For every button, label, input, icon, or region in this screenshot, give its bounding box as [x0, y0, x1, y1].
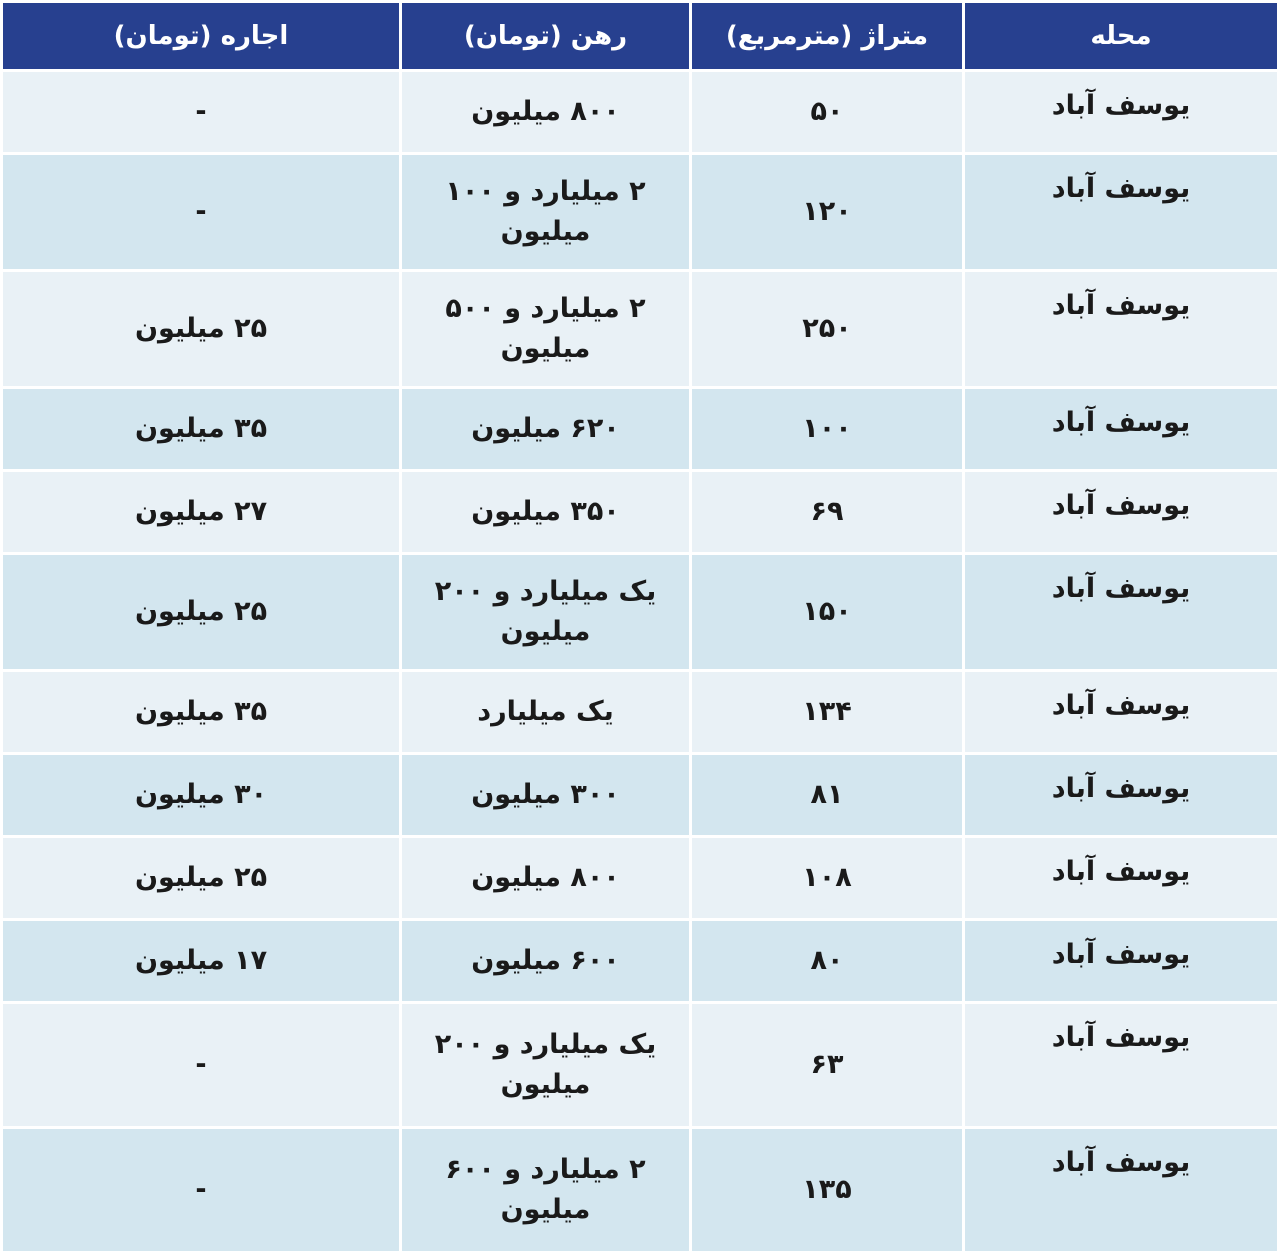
cell-area: یوسف آباد	[965, 555, 1277, 669]
header-area: محله	[965, 3, 1277, 69]
cell-deposit: ۲ میلیارد و ۱۰۰ میلیون	[402, 155, 689, 269]
cell-size: ۱۵۰	[692, 555, 962, 669]
table-row: یوسف آباد ۸۰ ۶۰۰ میلیون ۱۷ میلیون	[3, 921, 1277, 1001]
cell-size: ۶۹	[692, 472, 962, 552]
cell-deposit: ۲ میلیارد و ۶۰۰ میلیون	[402, 1129, 689, 1251]
cell-rent: ۳۰ میلیون	[3, 755, 399, 835]
cell-size: ۵۰	[692, 72, 962, 152]
cell-area: یوسف آباد	[965, 389, 1277, 469]
table-row: یوسف آباد ۲۵۰ ۲ میلیارد و ۵۰۰ میلیون ۲۵ میل…	[3, 272, 1277, 386]
cell-rent: ۲۵ میلیون	[3, 272, 399, 386]
table-row: یوسف آباد ۱۲۰ ۲ میلیارد و ۱۰۰ میلیون -	[3, 155, 1277, 269]
cell-deposit: ۲ میلیارد و ۵۰۰ میلیون	[402, 272, 689, 386]
cell-deposit: ۳۰۰ میلیون	[402, 755, 689, 835]
cell-deposit: ۶۲۰ میلیون	[402, 389, 689, 469]
cell-area: یوسف آباد	[965, 72, 1277, 152]
cell-rent: ۲۵ میلیون	[3, 838, 399, 918]
cell-deposit: ۳۵۰ میلیون	[402, 472, 689, 552]
cell-deposit: ۸۰۰ میلیون	[402, 72, 689, 152]
cell-size: ۸۰	[692, 921, 962, 1001]
cell-size: ۱۲۰	[692, 155, 962, 269]
cell-rent: ۳۵ میلیون	[3, 389, 399, 469]
cell-rent: ۲۷ میلیون	[3, 472, 399, 552]
cell-deposit: یک میلیارد و ۲۰۰ میلیون	[402, 1004, 689, 1126]
cell-rent: -	[3, 72, 399, 152]
cell-area: یوسف آباد	[965, 838, 1277, 918]
cell-deposit: یک میلیارد	[402, 672, 689, 752]
table-row: یوسف آباد ۱۳۵ ۲ میلیارد و ۶۰۰ میلیون -	[3, 1129, 1277, 1251]
cell-area: یوسف آباد	[965, 1004, 1277, 1126]
cell-rent: -	[3, 1004, 399, 1126]
cell-area: یوسف آباد	[965, 755, 1277, 835]
table-row: یوسف آباد ۱۵۰ یک میلیارد و ۲۰۰ میلیون ۲۵ می…	[3, 555, 1277, 669]
header-size: متراژ (مترمربع)	[692, 3, 962, 69]
cell-size: ۱۳۵	[692, 1129, 962, 1251]
cell-area: یوسف آباد	[965, 672, 1277, 752]
cell-rent: ۲۵ میلیون	[3, 555, 399, 669]
cell-size: ۱۰۸	[692, 838, 962, 918]
table-row: یوسف آباد ۱۰۸ ۸۰۰ میلیون ۲۵ میلیون	[3, 838, 1277, 918]
cell-rent: ۱۷ میلیون	[3, 921, 399, 1001]
cell-rent: -	[3, 155, 399, 269]
cell-size: ۱۳۴	[692, 672, 962, 752]
header-row: محله متراژ (مترمربع) رهن (تومان) اجاره (…	[3, 3, 1277, 69]
cell-size: ۸۱	[692, 755, 962, 835]
cell-size: ۱۰۰	[692, 389, 962, 469]
cell-area: یوسف آباد	[965, 472, 1277, 552]
cell-deposit: ۶۰۰ میلیون	[402, 921, 689, 1001]
cell-deposit: یک میلیارد و ۲۰۰ میلیون	[402, 555, 689, 669]
cell-rent: -	[3, 1129, 399, 1251]
cell-area: یوسف آباد	[965, 272, 1277, 386]
cell-size: ۲۵۰	[692, 272, 962, 386]
table-row: یوسف آباد ۱۳۴ یک میلیارد ۳۵ میلیون	[3, 672, 1277, 752]
table-row: یوسف آباد ۶۳ یک میلیارد و ۲۰۰ میلیون -	[3, 1004, 1277, 1126]
cell-deposit: ۸۰۰ میلیون	[402, 838, 689, 918]
table-row: یوسف آباد ۱۰۰ ۶۲۰ میلیون ۳۵ میلیون	[3, 389, 1277, 469]
cell-size: ۶۳	[692, 1004, 962, 1126]
table-row: یوسف آباد ۶۹ ۳۵۰ میلیون ۲۷ میلیون	[3, 472, 1277, 552]
cell-area: یوسف آباد	[965, 155, 1277, 269]
table-row: یوسف آباد ۵۰ ۸۰۰ میلیون -	[3, 72, 1277, 152]
header-deposit: رهن (تومان)	[402, 3, 689, 69]
cell-area: یوسف آباد	[965, 1129, 1277, 1251]
table-row: یوسف آباد ۸۱ ۳۰۰ میلیون ۳۰ میلیون	[3, 755, 1277, 835]
cell-area: یوسف آباد	[965, 921, 1277, 1001]
header-rent: اجاره (تومان)	[3, 3, 399, 69]
cell-rent: ۳۵ میلیون	[3, 672, 399, 752]
